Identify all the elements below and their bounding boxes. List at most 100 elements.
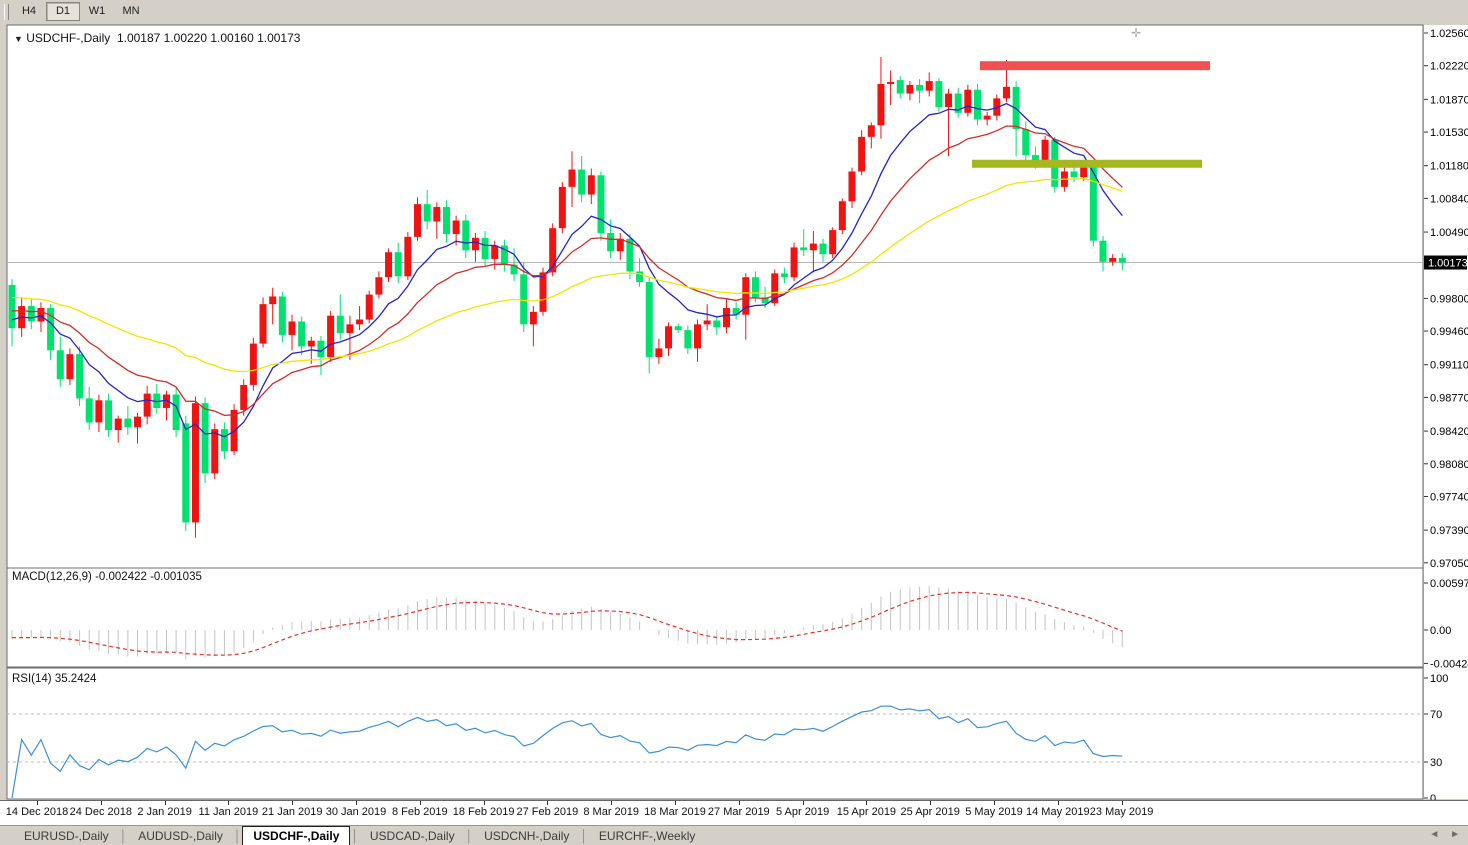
- candle: [1070, 171, 1078, 178]
- current-price-badge-text: 1.00173: [1428, 258, 1468, 270]
- time-axis-label: 15 Apr 2019: [836, 806, 897, 818]
- candle: [365, 294, 373, 320]
- candle: [771, 273, 779, 304]
- collapse-chart-icon[interactable]: ▼: [14, 34, 23, 44]
- candle: [887, 82, 895, 84]
- candle: [346, 324, 354, 334]
- candle: [916, 84, 924, 91]
- candle: [983, 115, 991, 120]
- macd-pane[interactable]: [6, 567, 1424, 668]
- candle: [307, 340, 315, 347]
- candle: [558, 186, 566, 229]
- candle: [452, 220, 460, 234]
- chart-tab-usdchf[interactable]: USDCHF-,Daily: [242, 826, 351, 845]
- time-axis-label: 5 May 2019: [965, 806, 1023, 818]
- candle: [1109, 258, 1117, 262]
- candle: [722, 308, 730, 328]
- candle: [423, 204, 431, 222]
- candle: [327, 315, 335, 358]
- candle: [867, 125, 875, 137]
- tab-separator: │: [233, 829, 242, 843]
- candle: [414, 204, 422, 237]
- candle: [1022, 129, 1030, 156]
- resistance-bar[interactable]: [980, 61, 1210, 71]
- chart-tab-usdcnh[interactable]: USDCNH-,Daily: [484, 829, 570, 843]
- candle: [906, 84, 914, 94]
- candle: [288, 321, 296, 335]
- chart-tab-audusd[interactable]: AUDUSD-,Daily: [138, 829, 223, 843]
- time-tick: [164, 801, 166, 805]
- price-axis-label: 1.00490: [1430, 227, 1468, 239]
- candle: [37, 308, 45, 322]
- rsi-pane[interactable]: [6, 667, 1424, 800]
- candle: [655, 348, 663, 358]
- time-axis-label: 24 Dec 2018: [69, 806, 132, 818]
- candle: [790, 247, 798, 278]
- timeframe-button-h4[interactable]: H4: [21, 5, 37, 17]
- time-tick: [802, 801, 804, 805]
- tabs-holder: EURUSD-,Daily │ AUDUSD-,Daily │ USDCHF-,Dail…: [14, 826, 705, 845]
- candle: [732, 308, 740, 315]
- candle: [616, 238, 624, 252]
- time-tick: [419, 801, 421, 805]
- time-tick: [1121, 801, 1123, 805]
- time-axis[interactable]: 14 Dec 2018 24 Dec 2018 2 Jan 2019 11 Jan 2…: [0, 800, 1468, 826]
- time-tick: [228, 801, 230, 805]
- candle: [1080, 164, 1088, 178]
- tab-scroll-arrows[interactable]: ◄ ►: [1429, 829, 1464, 840]
- chart-tab-eurusd[interactable]: EURUSD-,Daily: [24, 829, 109, 843]
- candle: [76, 354, 84, 399]
- time-axis-label: 8 Mar 2019: [583, 806, 640, 818]
- timeframe-button-d1[interactable]: D1: [46, 2, 80, 21]
- time-axis-label: 21 Jan 2019: [261, 806, 323, 818]
- candle: [684, 330, 692, 349]
- candle: [607, 233, 615, 252]
- timeframe-buttons: H4 D1 W1 MN: [12, 2, 148, 21]
- candle: [751, 277, 759, 298]
- candle: [578, 169, 586, 195]
- ma-slow-line: [11, 177, 1123, 373]
- tab-separator: │: [465, 829, 474, 843]
- time-axis-label: 18 Mar 2019: [644, 806, 706, 818]
- macd-indicator-label: MACD(12,26,9) -0.002422 -0.001035: [12, 571, 202, 583]
- candle: [520, 274, 528, 325]
- candle: [182, 423, 190, 523]
- candle: [240, 384, 248, 410]
- macd-axis-label: 0.00597: [1430, 578, 1468, 590]
- timeframe-button-w1[interactable]: W1: [88, 5, 106, 17]
- candle: [819, 243, 827, 255]
- tab-separator: │: [119, 829, 128, 843]
- candle: [491, 245, 499, 259]
- candle: [336, 315, 344, 334]
- candle: [211, 429, 219, 474]
- time-tick: [675, 801, 676, 805]
- chart-tab-usdcad[interactable]: USDCAD-,Daily: [369, 829, 455, 843]
- chart-tab-eurchf[interactable]: EURCHF-,Weekly: [598, 829, 696, 843]
- time-axis-label: 2 Jan 2019: [137, 806, 192, 818]
- time-axis-label: 23 May 2019: [1089, 806, 1154, 818]
- candle: [56, 350, 64, 380]
- candle: [134, 416, 142, 428]
- candle: [105, 400, 113, 431]
- candle: [674, 326, 682, 331]
- rsi-axis-label: 30: [1430, 757, 1442, 769]
- candle: [471, 237, 479, 251]
- macd-axis-label: -0.004243: [1430, 658, 1468, 670]
- time-axis-label: 25 Apr 2019: [900, 806, 960, 818]
- chart-symbol-label: USDCHF-,Daily: [26, 31, 111, 45]
- support-bar[interactable]: [972, 159, 1202, 168]
- time-tick: [292, 801, 294, 805]
- time-axis-label: 30 Jan 2019: [325, 806, 387, 818]
- chart-canvas[interactable]: 1.02560 1.02220 1.01870 1.01530 1.01180 1.008…: [0, 23, 1468, 800]
- price-axis[interactable]: [1424, 25, 1468, 799]
- candle: [500, 245, 508, 265]
- candle: [356, 319, 364, 325]
- candle: [636, 271, 644, 283]
- timeframe-button-mn[interactable]: MN: [122, 5, 140, 17]
- candle: [587, 175, 595, 195]
- time-tick: [738, 801, 740, 805]
- tab-separator: │: [351, 829, 359, 843]
- candle: [1031, 155, 1039, 164]
- candle: [510, 264, 518, 275]
- price-axis-label: 0.97050: [1430, 558, 1468, 570]
